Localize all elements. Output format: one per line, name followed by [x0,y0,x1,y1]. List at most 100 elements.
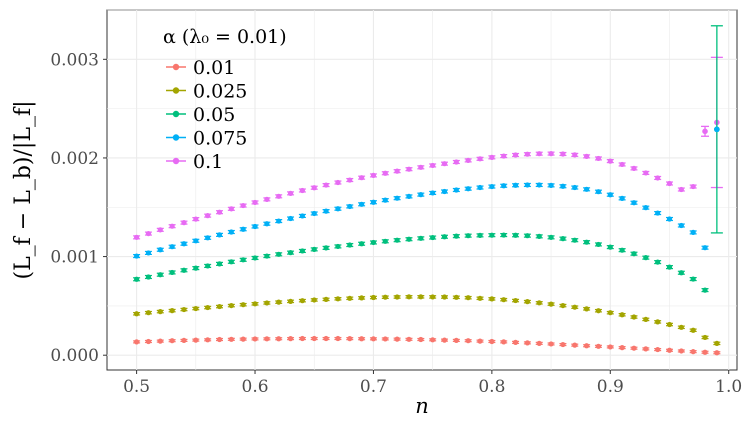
data-point [619,312,625,318]
data-point [264,253,270,259]
data-point [216,261,223,267]
data-point [548,301,554,307]
data-point [145,250,152,256]
data-point [560,151,566,157]
data-point [418,192,424,198]
data-point [145,310,152,316]
data-point [619,345,625,351]
data-point [157,247,163,253]
data-point [370,336,377,342]
data-point [252,301,258,307]
data-point [323,335,329,342]
data-point [276,251,282,257]
data-point [453,233,459,239]
data-point [311,297,317,303]
data-point [382,294,388,300]
data-point [299,213,305,219]
data-point [323,208,329,214]
data-point [584,343,590,349]
data-point [512,232,519,238]
data-point [536,182,542,188]
data-point [678,348,684,354]
data-point [631,314,637,320]
data-point [714,126,720,133]
data-point [548,151,554,157]
data-point [702,349,708,355]
data-point [572,184,578,191]
data-point [287,250,294,256]
data-point [252,336,258,342]
data-point [347,177,353,183]
data-point [584,153,590,159]
data-point [477,184,483,191]
data-point [430,337,436,343]
data-point [666,216,673,222]
data-point [619,161,625,168]
data-point [418,235,424,241]
y-tick-label: 0.000 [50,346,99,366]
data-point [465,338,471,344]
data-point [370,239,377,246]
data-point [690,327,696,333]
data-point [512,339,519,345]
data-point [631,165,637,171]
data-point [536,300,542,306]
data-point [714,340,720,346]
legend-label: 0.025 [193,81,247,103]
data-point [430,162,436,169]
data-point [702,334,708,341]
plot-background [106,9,738,371]
data-point [382,238,388,244]
data-point [690,276,696,282]
data-point [145,230,152,237]
data-point [335,206,341,212]
data-point [406,294,412,300]
data-point [465,295,471,301]
data-point [264,221,270,227]
data-point [418,336,424,343]
data-point [501,297,507,303]
data-point [323,182,329,188]
data-point [228,259,234,265]
data-point [311,185,317,191]
data-point [441,337,448,343]
data-point [595,189,602,195]
y-axis-title: (L_f − L_b)/|L_f| [11,100,36,279]
special-point-0.075 [714,126,720,133]
x-tick-label: 0.5 [123,377,150,397]
data-point [607,310,613,316]
data-point [299,248,305,254]
data-point [193,337,199,343]
data-point [714,350,720,356]
data-point [359,295,365,301]
data-point [264,336,270,342]
series-tail-0.01 [701,349,721,356]
data-point [181,241,187,247]
data-point [157,272,163,278]
data-point [595,308,602,314]
data-point [702,245,708,251]
data-point [465,186,471,192]
series-0.05 [133,232,697,282]
data-point [560,183,566,189]
data-point [359,241,365,247]
data-point [359,201,365,207]
data-point [169,244,175,250]
data-point [382,170,388,176]
data-point [157,338,163,344]
data-point [501,339,507,345]
data-point [595,343,602,349]
data-point [524,151,530,157]
data-point [524,340,530,346]
series-tail-0.025 [701,334,721,346]
data-point [524,182,530,188]
data-point [560,236,566,242]
x-ticks: 0.5 0.6 0.7 0.8 0.9 1.0 [123,370,742,397]
x-tick-label: 0.8 [478,377,505,397]
x-tick-label: 0.7 [360,377,387,397]
data-point [134,234,140,240]
data-point [690,183,696,190]
special-point-0.1 [701,125,710,137]
